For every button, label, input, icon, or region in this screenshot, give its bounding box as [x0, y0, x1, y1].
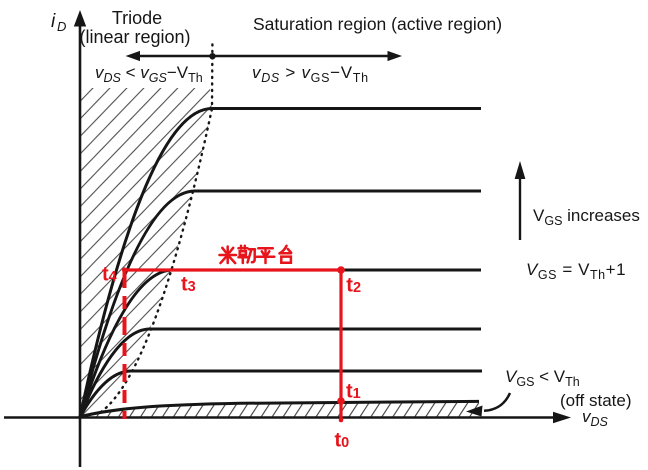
svg-text:(linear region): (linear region) — [79, 27, 190, 47]
svg-text:D: D — [57, 19, 66, 34]
svg-text:vDS < vGS−VTh: vDS < vGS−VTh — [95, 63, 203, 85]
svg-text:t1: t1 — [346, 381, 361, 403]
svg-text:vDS > vGS−VTh: vDS > vGS−VTh — [252, 63, 369, 85]
svg-text:VGS < VTh: VGS < VTh — [505, 367, 580, 389]
svg-text:i: i — [51, 11, 56, 32]
svg-text:t4: t4 — [102, 264, 117, 286]
svg-text:vDS: vDS — [582, 407, 609, 429]
svg-text:VGS increases: VGS increases — [533, 206, 640, 228]
svg-text:VGS = VTh+1: VGS = VTh+1 — [526, 260, 626, 282]
svg-text:t2: t2 — [346, 275, 361, 297]
svg-text:Saturation region (active regi: Saturation region (active region) — [253, 14, 502, 34]
svg-text:Triode: Triode — [112, 8, 162, 28]
svg-text:t0: t0 — [335, 430, 350, 452]
svg-text:t3: t3 — [181, 274, 196, 296]
svg-text:(off state): (off state) — [560, 391, 632, 410]
